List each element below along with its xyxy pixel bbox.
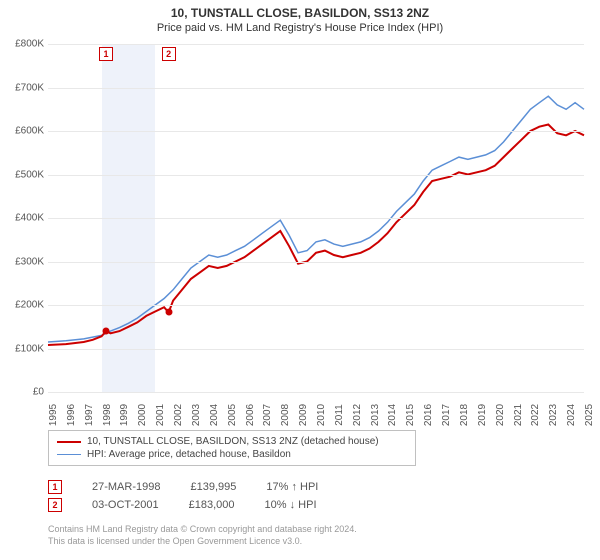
sales-price: £183,000: [189, 499, 235, 511]
license-line: This data is licensed under the Open Gov…: [48, 536, 357, 548]
y-axis-label: £600K: [2, 126, 44, 137]
page-title: 10, TUNSTALL CLOSE, BASILDON, SS13 2NZ: [0, 0, 600, 20]
x-axis-label: 2013: [370, 404, 381, 426]
x-axis-label: 2022: [530, 404, 541, 426]
sales-marker-icon: 2: [48, 498, 62, 512]
sales-date: 27-MAR-1998: [92, 481, 160, 493]
sales-delta: 10% ↓ HPI: [265, 499, 317, 511]
y-axis-label: £100K: [2, 343, 44, 354]
x-axis-label: 2002: [173, 404, 184, 426]
x-axis-label: 2007: [262, 404, 273, 426]
grid-line: [48, 131, 584, 132]
x-axis-label: 2009: [298, 404, 309, 426]
x-axis-label: 1996: [66, 404, 77, 426]
sales-date: 03-OCT-2001: [92, 499, 159, 511]
x-axis-label: 2011: [334, 404, 345, 426]
x-axis-label: 2000: [137, 404, 148, 426]
legend-item-hpi: HPI: Average price, detached house, Basi…: [57, 448, 407, 461]
x-axis-label: 2025: [584, 404, 595, 426]
legend-swatch-property: [57, 441, 81, 443]
y-axis-label: £400K: [2, 213, 44, 224]
x-axis-label: 2010: [316, 404, 327, 426]
license-line: Contains HM Land Registry data © Crown c…: [48, 524, 357, 536]
grid-line: [48, 218, 584, 219]
legend-label-hpi: HPI: Average price, detached house, Basi…: [87, 449, 291, 460]
x-axis-label: 2012: [352, 404, 363, 426]
x-axis-label: 2017: [441, 404, 452, 426]
x-axis-label: 2014: [387, 404, 398, 426]
x-axis-label: 2015: [405, 404, 416, 426]
x-axis-label: 2004: [209, 404, 220, 426]
x-axis-label: 2016: [423, 404, 434, 426]
sales-delta: 17% ↑ HPI: [266, 481, 318, 493]
sales-price: £139,995: [190, 481, 236, 493]
y-axis-label: £0: [2, 387, 44, 398]
chart-marker-dot: [103, 328, 110, 335]
license-text: Contains HM Land Registry data © Crown c…: [48, 524, 357, 547]
chart-container: 10, TUNSTALL CLOSE, BASILDON, SS13 2NZ P…: [0, 0, 600, 560]
y-axis-label: £300K: [2, 256, 44, 267]
x-axis-label: 2018: [459, 404, 470, 426]
x-axis-label: 2023: [548, 404, 559, 426]
x-axis-label: 2020: [495, 404, 506, 426]
chart-marker-dot: [165, 309, 172, 316]
grid-line: [48, 175, 584, 176]
grid-line: [48, 88, 584, 89]
x-axis-label: 1999: [119, 404, 130, 426]
x-axis-label: 1998: [102, 404, 113, 426]
x-axis-label: 2001: [155, 404, 166, 426]
legend-label-property: 10, TUNSTALL CLOSE, BASILDON, SS13 2NZ (…: [87, 436, 379, 447]
legend-item-property: 10, TUNSTALL CLOSE, BASILDON, SS13 2NZ (…: [57, 435, 407, 448]
chart-plot-area: £0£100K£200K£300K£400K£500K£600K£700K£80…: [48, 44, 584, 393]
grid-line: [48, 44, 584, 45]
grid-line: [48, 262, 584, 263]
sales-row: 1 27-MAR-1998 £139,995 17% ↑ HPI: [48, 478, 318, 496]
sales-table: 1 27-MAR-1998 £139,995 17% ↑ HPI 2 03-OC…: [48, 478, 318, 514]
y-axis-label: £700K: [2, 82, 44, 93]
chart-marker-box: 2: [162, 47, 176, 61]
x-axis-label: 1995: [48, 404, 59, 426]
grid-line: [48, 349, 584, 350]
x-axis-label: 2021: [513, 404, 524, 426]
grid-line: [48, 392, 584, 393]
y-axis-label: £200K: [2, 300, 44, 311]
x-axis-label: 2006: [245, 404, 256, 426]
x-axis-label: 2003: [191, 404, 202, 426]
y-axis-label: £500K: [2, 169, 44, 180]
legend-swatch-hpi: [57, 454, 81, 455]
page-subtitle: Price paid vs. HM Land Registry's House …: [0, 20, 600, 34]
chart-line-property: [48, 125, 584, 346]
x-axis-label: 1997: [84, 404, 95, 426]
x-axis-label: 2019: [477, 404, 488, 426]
x-axis-label: 2024: [566, 404, 577, 426]
grid-line: [48, 305, 584, 306]
legend: 10, TUNSTALL CLOSE, BASILDON, SS13 2NZ (…: [48, 430, 416, 466]
sales-row: 2 03-OCT-2001 £183,000 10% ↓ HPI: [48, 496, 318, 514]
x-axis-label: 2008: [280, 404, 291, 426]
chart-marker-box: 1: [99, 47, 113, 61]
x-axis-label: 2005: [227, 404, 238, 426]
sales-marker-icon: 1: [48, 480, 62, 494]
y-axis-label: £800K: [2, 39, 44, 50]
